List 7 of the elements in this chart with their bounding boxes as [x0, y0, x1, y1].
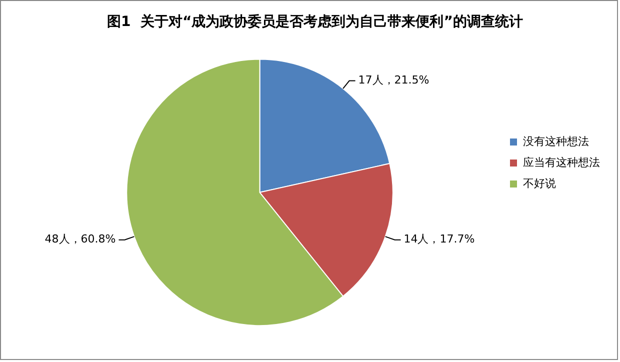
legend-label: 不好说 [523, 176, 556, 190]
data-label: 17人，21.5% [358, 74, 430, 87]
legend-label: 应当有这种想法 [523, 156, 600, 169]
data-label: 48人，60.8% [44, 232, 116, 246]
chart-title: 图1 关于对“成为政协委员是否考虑到为自己带来便利”的调查统计 [107, 13, 523, 30]
legend-label: 没有这种想法 [523, 134, 589, 148]
data-label: 14人，17.7% [404, 232, 475, 246]
